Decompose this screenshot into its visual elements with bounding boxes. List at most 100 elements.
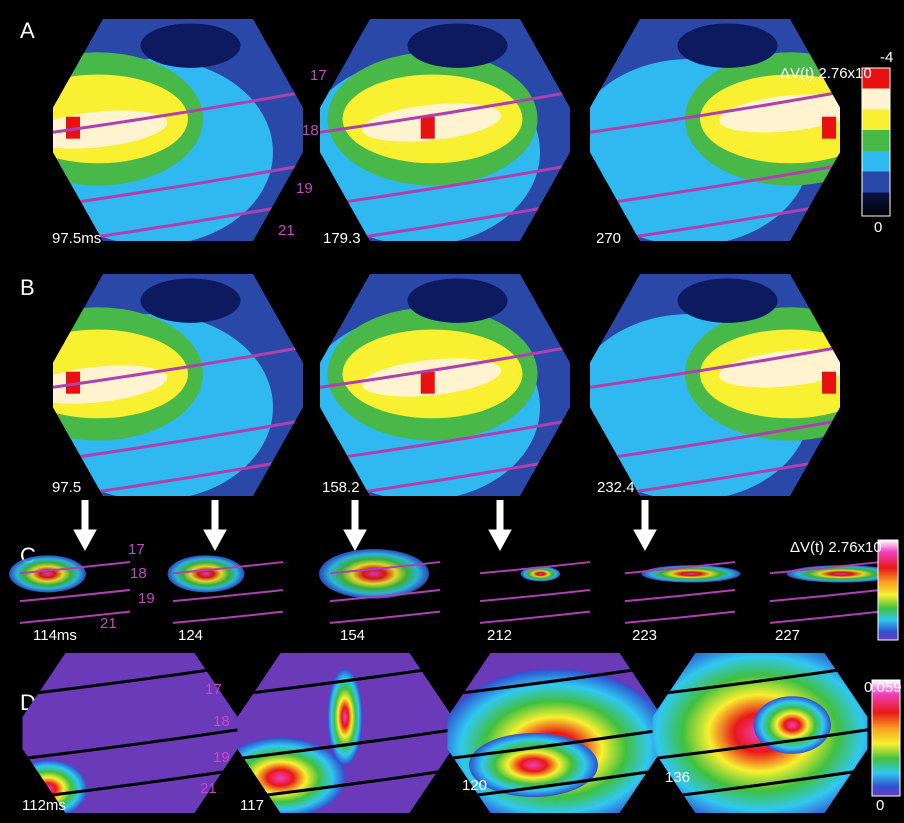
activity-map	[53, 19, 303, 241]
region	[407, 278, 508, 323]
colorbar	[871, 679, 901, 797]
colorbar-title: ΔV(t) 2.76x10	[780, 65, 872, 82]
area-border	[172, 588, 284, 603]
area-border	[19, 561, 131, 575]
colorbar-min: 0	[876, 797, 884, 814]
region	[677, 23, 778, 68]
time-label: 117	[240, 797, 264, 814]
area-label: 21	[278, 222, 295, 239]
region	[677, 278, 778, 323]
time-label: 212	[487, 627, 512, 644]
area-border	[53, 345, 303, 389]
activity-map	[167, 555, 284, 624]
panel-letter: B	[20, 275, 35, 300]
activity-map	[9, 555, 131, 624]
area-border	[22, 728, 238, 761]
activity-map	[319, 549, 441, 624]
area-border	[624, 610, 736, 624]
activity-map	[237, 653, 453, 813]
peak	[66, 371, 80, 394]
activity-map	[590, 274, 840, 496]
area-label: 19	[296, 180, 313, 197]
area-border	[19, 610, 131, 624]
area-border	[590, 164, 840, 207]
time-label: 154	[340, 627, 365, 644]
activity-map	[447, 653, 663, 813]
activity-map	[769, 561, 897, 624]
area-label: 21	[100, 615, 117, 632]
activity-map	[624, 561, 741, 624]
area-border	[769, 588, 881, 603]
area-label: 19	[213, 749, 230, 766]
time-label: 270	[596, 230, 621, 247]
area-border	[53, 164, 303, 207]
area-border	[479, 610, 591, 624]
time-label: 232.4	[597, 479, 635, 496]
activity-blob	[167, 555, 245, 593]
area-label: 17	[310, 67, 327, 84]
colorbar-max: 0.059	[864, 679, 902, 696]
activity-blob	[520, 566, 561, 582]
time-label: 112ms	[22, 797, 66, 814]
region	[140, 278, 241, 323]
area-border	[320, 345, 570, 389]
colorbar	[861, 67, 891, 217]
activity-map	[320, 274, 570, 496]
area-border	[172, 561, 284, 575]
area-border	[329, 588, 441, 603]
area-border	[590, 90, 840, 134]
region	[140, 23, 241, 68]
area-border	[19, 588, 131, 603]
area-border	[53, 90, 303, 134]
area-label: 21	[200, 780, 217, 797]
time-label: 179.3	[323, 230, 361, 247]
area-label: 18	[302, 122, 319, 139]
time-label: 223	[632, 627, 657, 644]
colorbar-min: 0	[874, 219, 882, 236]
area-border	[329, 561, 441, 575]
area-border	[479, 588, 591, 603]
peak	[66, 116, 80, 139]
area-border	[769, 561, 881, 575]
activity-blob	[327, 669, 363, 765]
activity-map	[590, 19, 840, 241]
activity-map	[479, 561, 591, 624]
area-border	[329, 610, 441, 624]
area-border	[320, 164, 570, 207]
colorbar-exponent: -4	[880, 49, 893, 66]
activity-blob	[469, 733, 598, 797]
area-border	[769, 610, 881, 624]
area-label: 18	[130, 565, 147, 582]
area-border	[652, 728, 868, 761]
peak	[822, 116, 836, 139]
activity-map	[320, 19, 570, 241]
area-border	[624, 561, 736, 575]
time-label: 114ms	[33, 627, 77, 644]
area-border	[624, 588, 736, 603]
area-border	[447, 728, 663, 761]
peak	[420, 371, 435, 394]
area-border	[320, 90, 570, 134]
region	[407, 23, 508, 68]
time-label: 97.5ms	[52, 230, 101, 247]
area-border	[172, 610, 284, 624]
area-border	[320, 419, 570, 462]
area-label: 18	[213, 713, 230, 730]
area-border	[590, 419, 840, 462]
peak	[822, 371, 836, 394]
area-border	[237, 728, 453, 761]
panel-letter: A	[20, 18, 35, 43]
arrows	[73, 500, 657, 552]
activity-blob	[319, 549, 429, 599]
area-border	[53, 419, 303, 462]
colorbar-title: ΔV(t) 2.76x10	[790, 539, 882, 556]
activity-blob	[9, 555, 86, 593]
peak	[420, 116, 435, 139]
area-label: 19	[138, 590, 155, 607]
colorbar	[877, 539, 899, 641]
area-label: 17	[205, 681, 222, 698]
activity-map	[53, 274, 303, 496]
time-label: 120	[462, 777, 487, 794]
time-label: 97.5	[52, 479, 81, 496]
